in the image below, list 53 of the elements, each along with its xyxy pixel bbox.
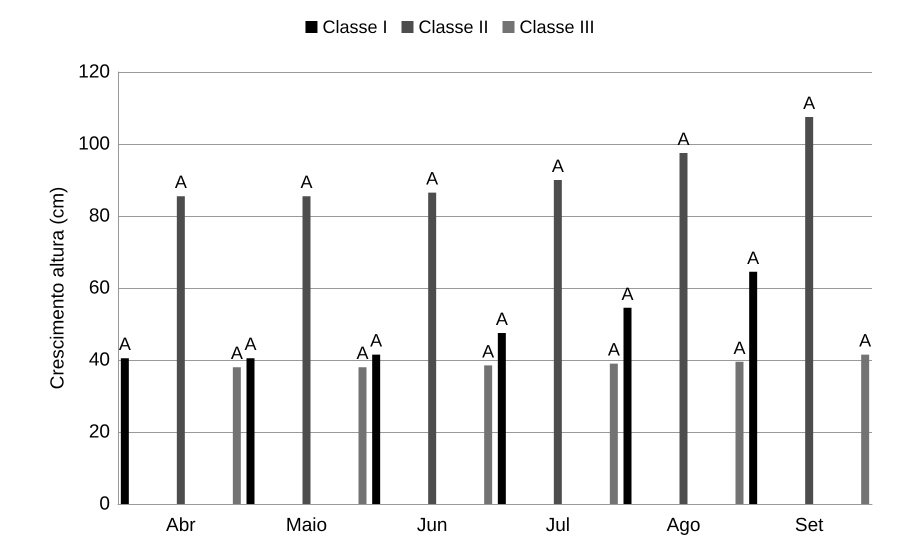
x-tick-label: Maio: [286, 515, 328, 536]
bar: [120, 358, 129, 504]
y-tick-label: 100: [78, 134, 110, 154]
data-label: A: [370, 330, 382, 351]
data-label: A: [482, 341, 494, 362]
y-axis-title: Crescimento altura (cm): [47, 186, 68, 390]
x-tick-label: Set: [794, 515, 824, 536]
data-label: A: [803, 93, 816, 113]
bar: [861, 354, 870, 504]
data-label: A: [174, 172, 187, 192]
bar: [736, 362, 744, 504]
x-tick-label: Jun: [416, 515, 448, 536]
bar: [232, 367, 241, 504]
bar: [498, 333, 506, 504]
bar: [246, 358, 254, 504]
data-label: A: [677, 129, 690, 149]
x-tick-label: Jul: [546, 515, 570, 536]
data-label: A: [244, 334, 257, 354]
data-label: A: [426, 168, 438, 189]
data-label: A: [859, 330, 872, 351]
y-tick-label: 80: [88, 206, 110, 226]
data-label: A: [747, 248, 760, 268]
data-label: A: [118, 334, 131, 354]
bar: [176, 196, 185, 504]
bar: [680, 153, 688, 504]
data-label: A: [733, 338, 746, 358]
bar: [749, 272, 758, 504]
x-tick-label: Abr: [166, 515, 196, 536]
bar: [302, 196, 310, 504]
legend-label: Classe II: [418, 17, 489, 37]
bar: [372, 354, 380, 504]
x-tick-label: Ago: [666, 515, 700, 536]
bar: [805, 117, 814, 504]
bar: [428, 192, 436, 504]
bar: [554, 180, 562, 504]
data-label: A: [356, 343, 369, 364]
legend-label: Classe III: [520, 17, 595, 37]
y-tick-label: 20: [88, 422, 110, 442]
data-label: A: [608, 340, 620, 360]
y-tick-label: 40: [88, 350, 110, 370]
legend-label: Classe I: [322, 17, 388, 37]
data-label: A: [300, 172, 313, 192]
data-label: A: [621, 284, 634, 304]
bar: [358, 367, 366, 504]
bar: [610, 364, 618, 504]
bar: [624, 308, 632, 504]
y-tick-label: 120: [78, 62, 110, 82]
data-label: A: [230, 343, 243, 364]
bar: [484, 365, 492, 504]
y-tick-label: 0: [99, 494, 110, 514]
data-label: A: [496, 309, 508, 329]
y-tick-label: 60: [88, 278, 110, 298]
data-label: A: [552, 156, 564, 176]
